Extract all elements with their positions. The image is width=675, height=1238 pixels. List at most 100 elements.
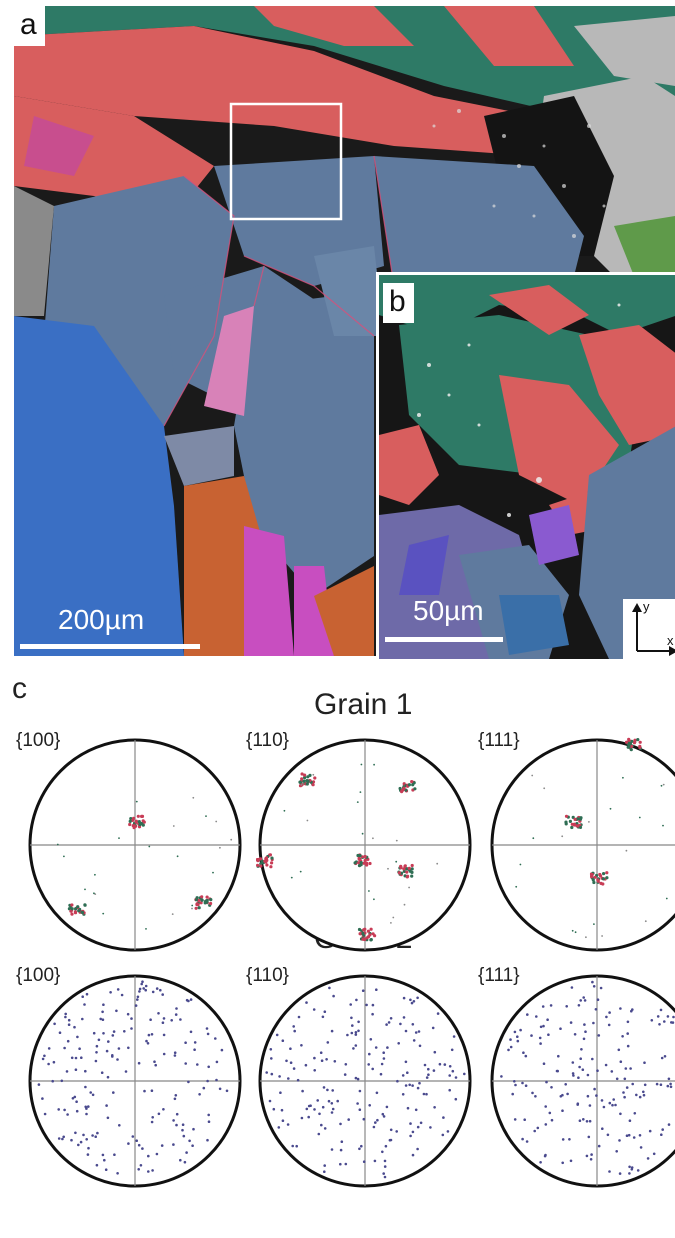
- orientation-point: [70, 1138, 73, 1142]
- orientation-point: [109, 991, 112, 994]
- grain-2-plane-110-label: {110}: [246, 965, 289, 986]
- orientation-point: [539, 1025, 543, 1029]
- orientation-point: [545, 1080, 548, 1084]
- orientation-point: [357, 1029, 360, 1033]
- orientation-point: [638, 1134, 642, 1137]
- orientation-point: [451, 1069, 455, 1073]
- orientation-point: [85, 1107, 88, 1110]
- orientation-point: [433, 1050, 437, 1054]
- orientation-point: [104, 1168, 108, 1171]
- orientation-point: [299, 870, 302, 873]
- orientation-point: [106, 1075, 110, 1079]
- orientation-point: [313, 1056, 316, 1060]
- orientation-point: [666, 1015, 670, 1018]
- orientation-point: [120, 993, 124, 997]
- orientation-point: [622, 776, 624, 779]
- grain-1-plane-100-label: {100}: [16, 730, 61, 751]
- orientation-point: [63, 1108, 66, 1112]
- orientation-point: [588, 1119, 592, 1123]
- orientation-point: [519, 1028, 522, 1032]
- orientation-point: [275, 1033, 279, 1037]
- orientation-point: [410, 863, 414, 868]
- orientation-point: [332, 994, 335, 998]
- panel-a-scale-label: 200µm: [58, 604, 145, 635]
- orientation-point: [191, 907, 193, 910]
- orientation-point: [578, 1065, 581, 1069]
- orientation-point: [588, 821, 590, 823]
- orientation-point: [635, 1093, 638, 1097]
- orientation-point: [132, 826, 136, 830]
- orientation-point: [136, 995, 140, 999]
- orientation-point: [225, 1089, 229, 1093]
- orientation-point: [270, 1057, 273, 1060]
- orientation-point: [639, 1146, 643, 1149]
- orientation-point: [402, 867, 406, 871]
- orientation-point: [118, 1124, 121, 1127]
- orientation-point: [411, 1130, 415, 1134]
- orientation-point: [307, 1115, 310, 1119]
- orientation-point: [663, 1055, 667, 1058]
- orientation-point: [356, 1102, 359, 1105]
- pole-figure-grain1-111: [490, 737, 675, 952]
- orientation-point: [75, 1109, 79, 1113]
- orientation-point: [317, 1132, 321, 1136]
- orientation-point: [403, 864, 407, 868]
- orientation-point: [113, 1153, 116, 1156]
- orientation-point: [417, 1030, 421, 1033]
- orientation-point: [381, 1112, 385, 1116]
- orientation-point: [159, 988, 162, 992]
- orientation-point: [357, 1020, 360, 1024]
- orientation-point: [549, 1004, 553, 1007]
- orientation-point: [330, 1102, 334, 1105]
- orientation-point: [433, 1106, 436, 1109]
- orientation-point: [395, 860, 398, 863]
- orientation-point: [601, 877, 605, 881]
- orientation-point: [397, 871, 401, 875]
- orientation-point: [343, 1073, 347, 1076]
- orientation-point: [594, 1008, 598, 1011]
- orientation-point: [70, 903, 74, 907]
- orientation-point: [550, 1086, 553, 1089]
- orientation-point: [621, 1035, 624, 1038]
- orientation-point: [64, 1012, 67, 1016]
- orientation-point: [184, 1062, 187, 1065]
- orientation-point: [172, 1119, 175, 1122]
- orientation-point: [597, 1034, 601, 1037]
- orientation-point: [531, 774, 534, 777]
- orientation-point: [84, 1085, 87, 1089]
- grain-2-plane-100-label: {100}: [16, 965, 61, 986]
- orientation-point: [140, 982, 143, 986]
- orientation-point: [179, 1158, 182, 1162]
- orientation-point: [93, 892, 95, 895]
- orientation-point: [636, 1169, 640, 1172]
- orientation-point: [197, 906, 201, 910]
- orientation-point: [181, 1128, 184, 1132]
- orientation-point: [454, 1076, 458, 1079]
- orientation-point: [405, 875, 409, 879]
- orientation-point: [172, 1143, 175, 1146]
- orientation-point: [137, 1061, 141, 1065]
- orientation-point: [361, 989, 365, 992]
- orientation-point: [197, 898, 201, 903]
- orientation-point: [301, 1089, 304, 1093]
- orientation-point: [583, 1023, 586, 1026]
- orientation-point: [638, 740, 642, 744]
- orientation-point: [323, 1010, 327, 1013]
- orientation-point: [115, 1009, 118, 1013]
- orientation-point: [102, 912, 105, 915]
- orientation-point: [642, 1090, 645, 1094]
- orientation-point: [389, 1138, 393, 1142]
- orientation-point: [150, 1033, 154, 1036]
- orientation-point: [281, 1039, 285, 1042]
- orientation-point: [544, 1123, 548, 1126]
- orientation-point: [442, 1116, 445, 1119]
- orientation-point: [446, 1130, 450, 1133]
- orientation-point: [429, 1126, 432, 1129]
- orientation-point: [622, 1091, 625, 1094]
- axis-x-label: x: [667, 633, 674, 648]
- orientation-point: [605, 876, 609, 880]
- orientation-point: [360, 1144, 363, 1148]
- orientation-point: [516, 1039, 520, 1043]
- orientation-point: [369, 927, 373, 931]
- orientation-point: [561, 1161, 564, 1165]
